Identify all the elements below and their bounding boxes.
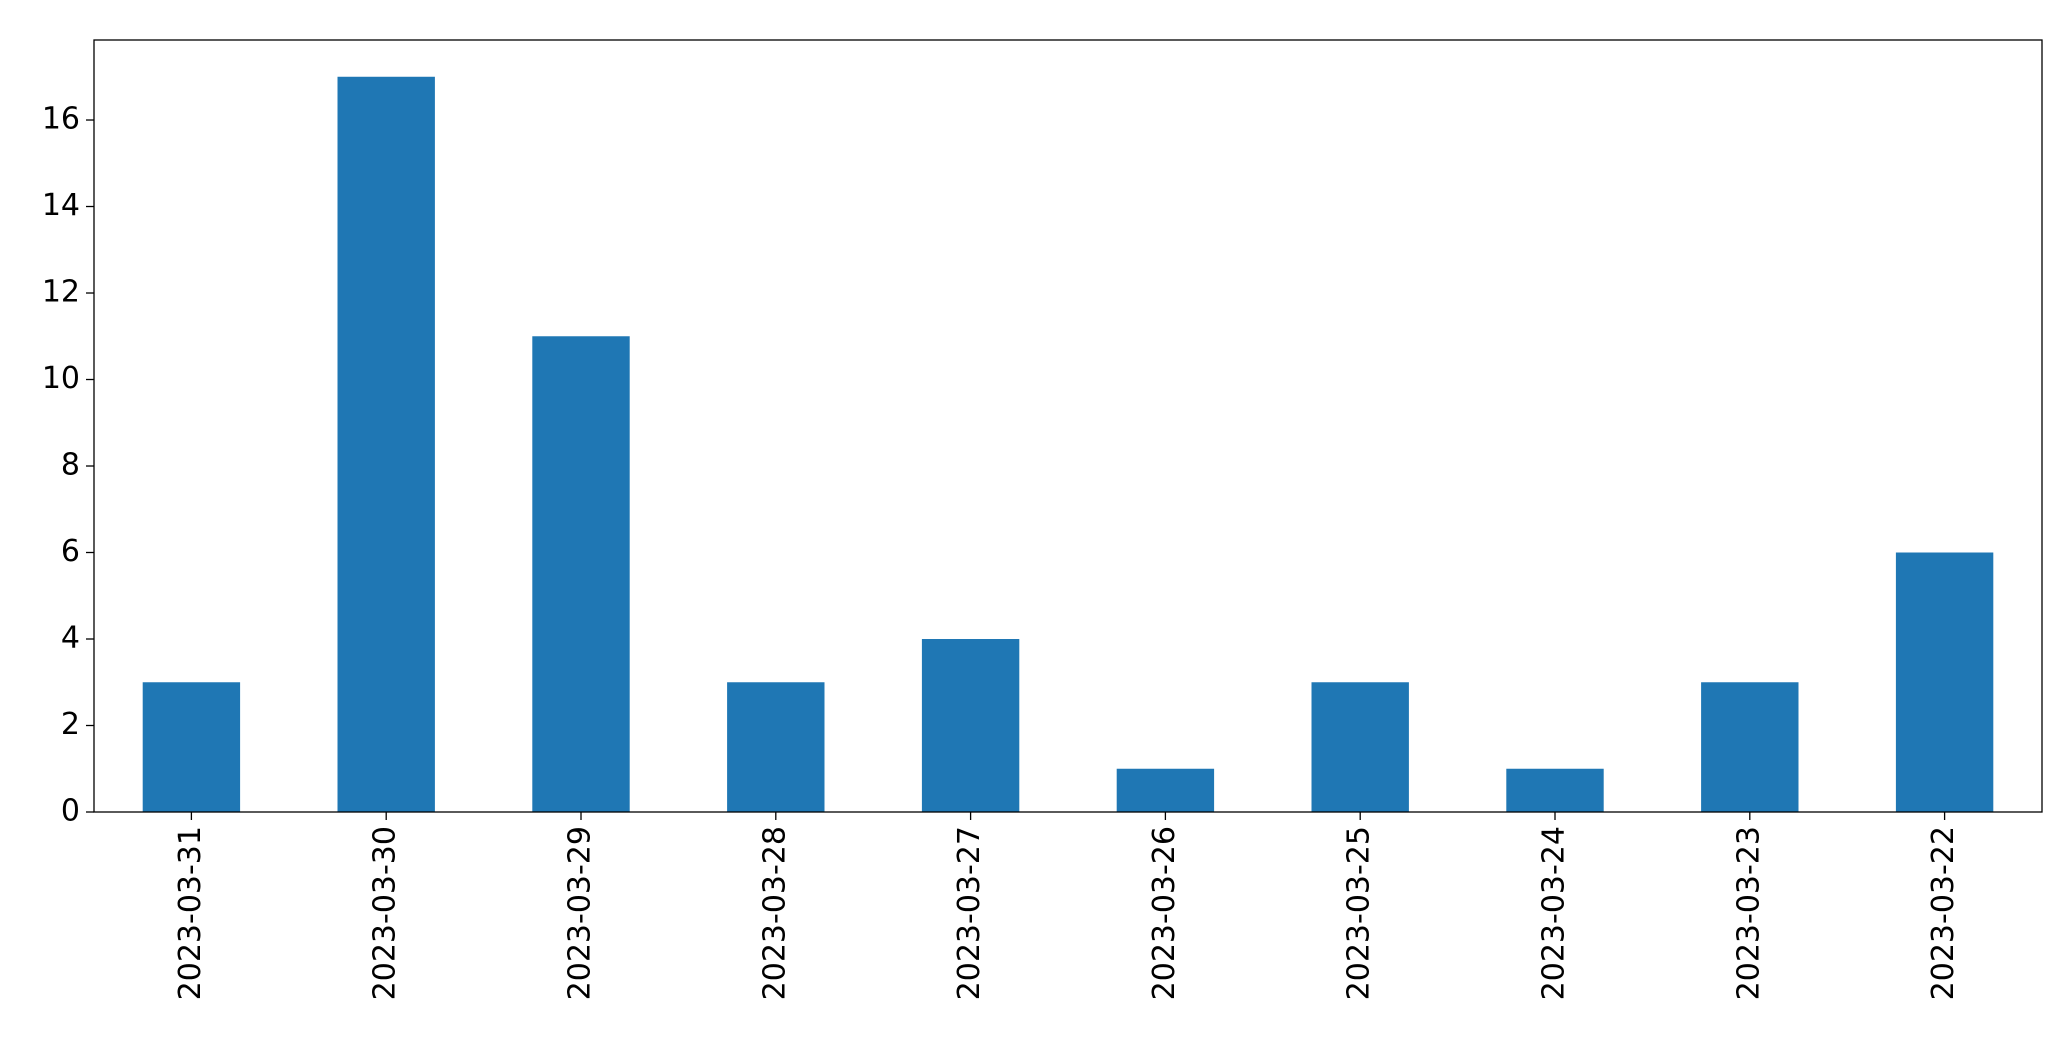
x-tick-label: 2023-03-28 (757, 826, 792, 1000)
y-tick-label: 0 (61, 794, 80, 829)
bar (1701, 682, 1799, 812)
x-tick-label: 2023-03-23 (1731, 826, 1766, 1000)
x-tick-label: 2023-03-27 (952, 826, 987, 1000)
x-tick-label: 2023-03-22 (1926, 826, 1961, 1000)
bar (1895, 552, 1994, 812)
y-tick-label: 8 (61, 448, 80, 483)
bar (1311, 682, 1409, 812)
x-tick-label: 2023-03-30 (368, 826, 403, 1000)
y-tick-label: 10 (42, 361, 80, 396)
x-tick-label: 2023-03-29 (563, 826, 598, 1000)
x-tick-label: 2023-03-31 (173, 826, 208, 1000)
y-tick-label: 16 (42, 102, 80, 137)
plot-frame (93, 39, 2043, 813)
y-tick-label: 12 (42, 275, 80, 310)
x-tick-label: 2023-03-25 (1342, 826, 1377, 1000)
bar (727, 682, 825, 812)
bar (1506, 768, 1604, 812)
bar (1116, 768, 1215, 812)
bar (921, 639, 1020, 812)
bar (337, 76, 435, 812)
bar (142, 682, 241, 812)
x-tick-label: 2023-03-26 (1147, 826, 1182, 1000)
bar (532, 336, 630, 812)
x-tick-label: 2023-03-24 (1537, 826, 1572, 1000)
y-tick-label: 6 (61, 534, 80, 569)
y-tick-label: 2 (61, 707, 80, 742)
y-tick-label: 4 (61, 621, 80, 656)
y-tick-label: 14 (42, 188, 80, 223)
